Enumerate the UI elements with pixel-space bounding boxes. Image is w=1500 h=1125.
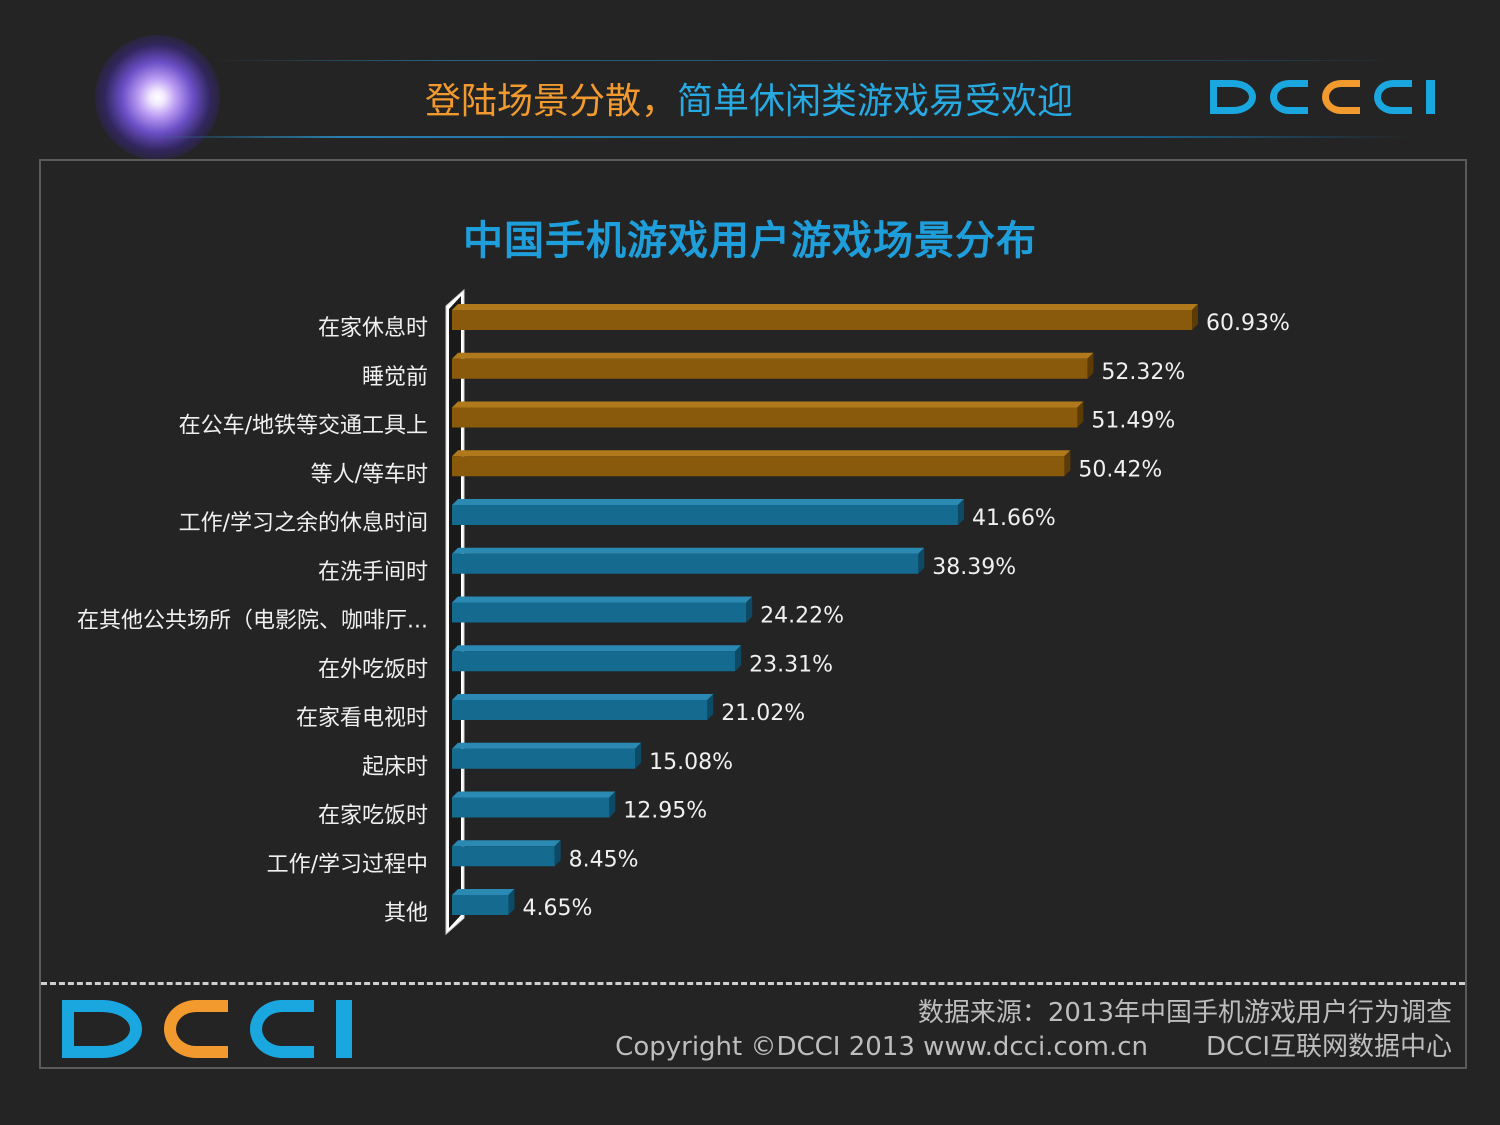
bar-top-face — [452, 889, 515, 895]
data-label: 50.42% — [1078, 457, 1162, 482]
bar-side-face — [635, 742, 642, 769]
category-label: 在其他公共场所（电影院、咖啡厅... — [77, 609, 428, 634]
data-label: 41.66% — [972, 506, 1056, 531]
data-label: 15.08% — [649, 750, 733, 775]
bar-11 — [452, 797, 610, 818]
footer-divider — [41, 982, 1465, 985]
bar-top-face — [452, 840, 561, 847]
bar-top-face — [452, 352, 1094, 359]
category-label: 工作/学习之余的休息时间 — [179, 511, 428, 536]
bar-top-face — [452, 694, 714, 700]
data-label: 4.65% — [522, 896, 592, 921]
data-label: 60.93% — [1206, 311, 1290, 336]
category-label: 在外吃饭时 — [318, 657, 428, 682]
bar-top-face — [452, 499, 964, 505]
bar-top-face — [452, 401, 1084, 408]
bar-side-face — [735, 645, 742, 672]
bar-6 — [452, 553, 919, 574]
category-label: 在家休息时 — [318, 316, 428, 341]
bar-7 — [452, 602, 747, 623]
organization-name: DCCI互联网数据中心 — [1206, 1032, 1452, 1062]
dcci-logo-footer — [62, 1000, 352, 1058]
dcci-logo-header — [1210, 80, 1435, 114]
category-label: 睡觉前 — [362, 365, 428, 390]
headline-part-blue: 简单休闲类游戏易受欢迎 — [677, 81, 1074, 122]
bar-10 — [452, 748, 636, 769]
bar-top-face — [452, 645, 742, 652]
data-label: 24.22% — [760, 604, 844, 629]
data-label: 52.32% — [1101, 360, 1185, 385]
headline-part-orange: 登陆场景分散， — [425, 81, 678, 122]
header-divider-top — [210, 60, 1400, 61]
chart-title: 中国手机游戏用户游戏场景分布 — [463, 218, 1037, 264]
category-label: 在家吃饭时 — [318, 804, 428, 829]
data-label: 38.39% — [932, 555, 1016, 580]
bar-side-face — [508, 889, 515, 915]
data-source-note: 数据来源：2013年中国手机游戏用户行为调查 — [917, 998, 1452, 1028]
bar-side-face — [554, 840, 561, 867]
category-label: 等人/等车时 — [311, 462, 428, 487]
bar-side-face — [609, 791, 616, 818]
bar-1 — [452, 310, 1192, 330]
bar-2 — [452, 358, 1088, 379]
category-label: 起床时 — [362, 755, 428, 780]
content-frame — [39, 159, 1467, 1069]
bar-top-face — [452, 742, 642, 749]
bar-top-face — [452, 596, 753, 603]
bar-side-face — [1077, 401, 1084, 428]
copyright-text: Copyright ©DCCI 2013 www.dcci.com.cn — [615, 1032, 1148, 1062]
category-label: 工作/学习过程中 — [267, 852, 428, 877]
bar-side-face — [707, 694, 714, 720]
bar-side-face — [1192, 304, 1198, 330]
data-label: 21.02% — [721, 701, 805, 726]
header-divider — [150, 136, 1410, 138]
bar-top-face — [452, 547, 925, 554]
data-label: 8.45% — [569, 847, 639, 872]
bar-13 — [452, 895, 509, 915]
bar-3 — [452, 407, 1078, 428]
category-label: 其他 — [384, 901, 428, 926]
bar-12 — [452, 846, 555, 867]
bar-side-face — [1064, 450, 1071, 477]
starburst-graphic — [95, 35, 220, 160]
bar-top-face — [452, 791, 616, 798]
copyright-line: Copyright ©DCCI 2013 www.dcci.com.cn DCCI… — [615, 1026, 1452, 1063]
category-label: 在洗手间时 — [318, 560, 428, 585]
bar-side-face — [918, 547, 925, 574]
bar-side-face — [957, 499, 964, 525]
category-label: 在公车/地铁等交通工具上 — [179, 414, 428, 439]
bar-top-face — [452, 450, 1071, 457]
bar-top-face — [452, 304, 1198, 310]
data-label: 12.95% — [623, 799, 707, 824]
data-label: 51.49% — [1091, 409, 1175, 434]
category-label: 在家看电视时 — [296, 706, 428, 731]
slide-header: 登陆场景分散，简单休闲类游戏易受欢迎 — [0, 0, 1500, 160]
bar-5 — [452, 505, 958, 525]
bar-side-face — [746, 596, 753, 623]
bar-side-face — [1087, 352, 1094, 379]
slide-headline: 登陆场景分散，简单休闲类游戏易受欢迎 — [425, 72, 1073, 124]
bar-9 — [452, 700, 708, 720]
bar-8 — [452, 651, 736, 672]
bar-4 — [452, 456, 1065, 477]
data-label: 23.31% — [749, 652, 833, 677]
